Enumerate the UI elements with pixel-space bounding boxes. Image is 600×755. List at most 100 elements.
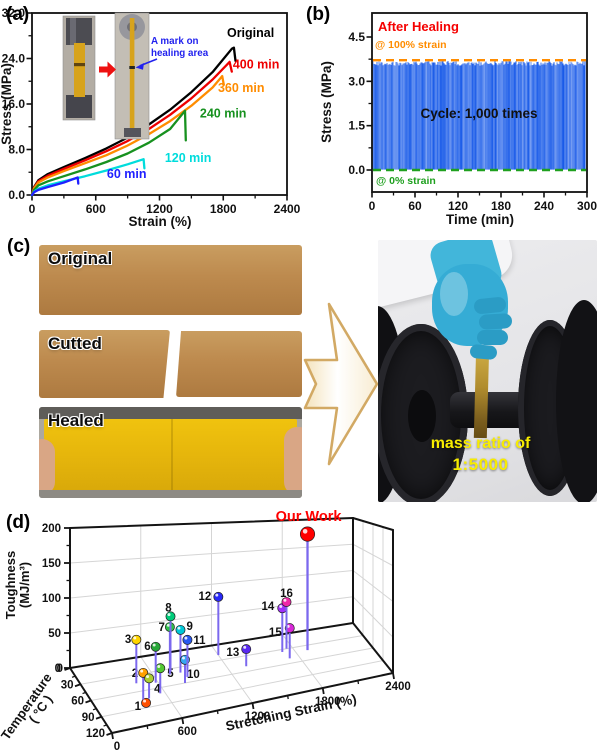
stress-strain-chart: 0 600 1200 1800 2400 0.0 8.0 16.0 24.0 32.0 Strain… [0,6,300,229]
svg-text:1800: 1800 [210,202,237,216]
data-point-5 [155,663,166,694]
panel-a-tag: (a) [6,4,30,25]
svg-text:0.0: 0.0 [8,188,25,202]
red-arrow-icon [99,61,116,78]
svg-text:11: 11 [193,635,206,647]
blue-pointer-arrow-icon [135,63,144,70]
svg-text:8: 8 [165,602,172,614]
svg-text:150: 150 [42,558,61,570]
svg-text:4: 4 [154,683,161,695]
temperature-axis-label: Temperature( °C ) [0,670,55,742]
data-point-8 [165,611,176,672]
panel-c: (c) Original Cutted Healed [0,230,600,505]
svg-text:32.0: 32.0 [2,6,26,20]
svg-text:50: 50 [48,628,61,640]
svg-text:120: 120 [86,728,105,740]
cutted-label: Cutted [48,334,102,353]
healed-bottom-bar [39,490,302,498]
dumbbell-hub-left [408,390,436,442]
svg-text:Stress (MPa): Stress (MPa) [0,63,14,145]
svg-text:7: 7 [158,622,164,634]
svg-text:60: 60 [71,696,84,708]
svg-text:healing area: healing area [151,48,209,59]
photo-original-sample: Original [39,245,302,315]
panel-d-tag: (d) [6,512,31,533]
svg-text:0: 0 [55,663,61,675]
glove-finger [478,313,513,330]
svg-text:1200: 1200 [245,711,271,723]
svg-text:8.0: 8.0 [8,143,25,157]
cyclic-band [372,61,586,170]
data-point-our-work [299,526,316,651]
panel-d: (d) 0 50 100 150 200 0 30 60 90 120 0 600 1200 1800 24… [0,505,600,755]
svg-text:60: 60 [408,199,422,213]
svg-text:13: 13 [226,647,239,659]
glove-finger [469,343,498,361]
photo-dumbbell-lift: mass ratio of 1:5000 [378,240,597,502]
svg-text:Toughness: Toughness [3,551,18,619]
svg-text:2400: 2400 [385,681,411,693]
data-point-13 [241,644,252,667]
svg-text:0.0: 0.0 [348,163,365,177]
mass-ratio-caption: mass ratio of 1:5000 [378,434,583,475]
svg-text:Original: Original [227,26,274,40]
svg-text:240: 240 [534,199,554,213]
svg-text:(MJ/m³): (MJ/m³) [17,562,32,608]
svg-text:Time (min): Time (min) [446,212,514,227]
healed-clamp-bar [39,407,302,419]
glove-finger [477,330,508,345]
data-point-9 [175,624,186,673]
svg-text:60 min: 60 min [107,167,147,181]
svg-text:A mark on: A mark on [151,36,199,47]
cut-piece-left [39,330,170,398]
svg-text:@ 0% strain: @ 0% strain [376,175,436,187]
svg-text:0: 0 [369,199,376,213]
scatter3d-plot: 05010015020003060901200600120018002400St… [0,509,411,753]
cyclic-stress-chart: 0 60 120 180 240 300 0.0 1.5 3.0 4.5 Time (min) Str… [319,12,597,227]
svg-text:0: 0 [29,202,36,216]
svg-text:24.0: 24.0 [2,52,26,66]
svg-text:After Healing: After Healing [378,19,459,34]
svg-text:9: 9 [186,621,192,633]
toughness-3d-scatter-chart: 05010015020003060901200600120018002400St… [0,509,411,753]
svg-text:14: 14 [261,601,274,613]
finger-right [284,427,302,495]
svg-text:Strain (%): Strain (%) [128,214,191,229]
mass-ratio-line2: 1:5000 [452,455,509,474]
svg-text:120: 120 [448,199,468,213]
data-point-11 [182,634,193,677]
svg-text:15: 15 [269,627,282,639]
finger-left [39,439,55,495]
svg-text:180: 180 [491,199,511,213]
svg-text:3: 3 [125,634,131,646]
svg-text:Our Work: Our Work [276,509,343,525]
panel-b: (b) 0 60 120 180 240 300 0.0 1.5 3.0 4.5 Time (min… [300,0,600,230]
panel-b-tag: (b) [306,4,331,25]
glove-highlight [440,272,468,316]
svg-text:120 min: 120 min [165,151,212,165]
svg-text:0: 0 [57,663,63,675]
mass-ratio-line1: mass ratio of [430,435,531,452]
svg-text:2: 2 [132,668,138,680]
svg-text:16.0: 16.0 [2,97,26,111]
healed-label: Healed [48,411,104,430]
data-point-16 [281,597,292,649]
panel-c-tag: (c) [7,236,31,257]
svg-text:Cycle: 1,000 times: Cycle: 1,000 times [420,106,537,121]
svg-text:1800: 1800 [315,696,341,708]
data-point-4 [144,673,155,699]
svg-text:10: 10 [187,669,200,681]
svg-text:2400: 2400 [274,202,300,216]
cut-piece-right [176,331,302,397]
svg-text:360 min: 360 min [218,81,265,95]
svg-text:1200: 1200 [146,202,173,216]
svg-text:100: 100 [42,593,61,605]
svg-text:90: 90 [82,712,95,724]
data-point-1 [141,697,152,708]
healed-film [44,419,297,490]
panel-a: (a) 0 600 1200 1800 2400 0.0 8.0 16.0 24.0 32.0 St… [0,0,300,230]
cyclic-stress-plot: 0 60 120 180 240 300 0.0 1.5 3.0 4.5 Time (min) Str… [319,12,597,227]
transition-arrow-icon [303,302,379,466]
